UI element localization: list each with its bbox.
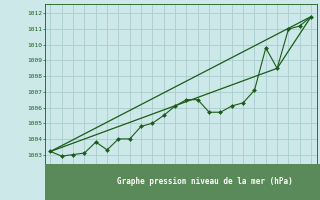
Text: Graphe pression niveau de la mer (hPa): Graphe pression niveau de la mer (hPa) xyxy=(117,178,293,186)
